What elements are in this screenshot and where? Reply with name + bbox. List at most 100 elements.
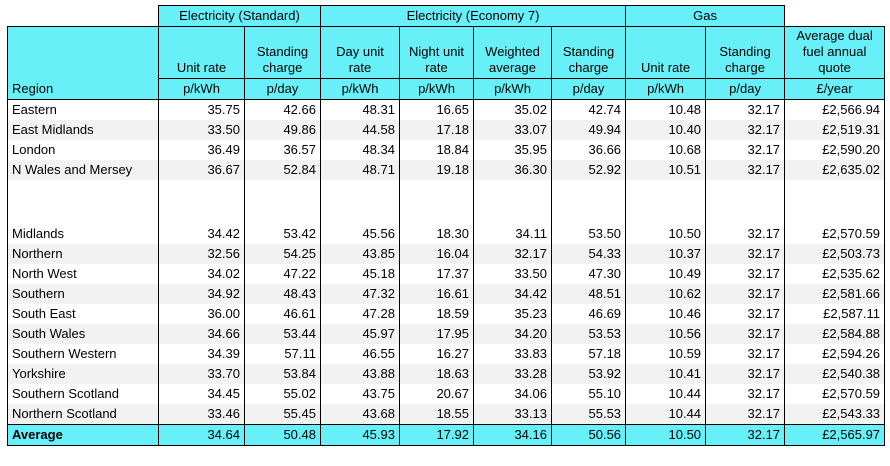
value-cell: 33.28 [473, 364, 552, 384]
table-row: Southern Western 34.39 57.11 46.55 16.27 33.8… [7, 344, 886, 364]
value-cell: 45.97 [320, 324, 400, 344]
region-cell: Northern [7, 244, 159, 264]
value-cell: 33.46 [158, 404, 245, 425]
value-cell: 34.20 [473, 324, 552, 344]
value-cell: 33.50 [158, 120, 245, 140]
value-cell: 10.51 [625, 160, 707, 180]
value-cell: £2,570.59 [784, 384, 886, 404]
value-cell: 35.95 [473, 140, 552, 160]
table-row: Midlands 34.42 53.42 45.56 18.30 34.11 53.50 10… [7, 224, 886, 244]
value-cell: 34.39 [158, 344, 245, 364]
column-header: Unit rate [158, 26, 245, 79]
table-row: Southern 34.92 48.43 47.32 16.61 34.42 48.51 10… [7, 284, 886, 304]
value-cell: 44.58 [320, 120, 400, 140]
value-cell: 10.46 [625, 304, 707, 324]
value-cell: 32.17 [705, 160, 786, 180]
value-cell: 36.67 [158, 160, 245, 180]
value-cell: 20.67 [399, 384, 474, 404]
value-cell: £2,590.20 [784, 140, 886, 160]
value-cell: 36.49 [158, 140, 245, 160]
table-row: East Midlands 33.50 49.86 44.58 17.18 33.07 49… [7, 120, 886, 140]
value-cell: 57.18 [550, 344, 627, 364]
value-cell: 32.17 [705, 404, 786, 425]
unit-label: p/kWh [320, 78, 400, 100]
unit-label: p/kWh [625, 78, 707, 100]
average-row: Average 34.64 50.48 45.93 17.92 34.16 50.56 10.… [7, 424, 886, 446]
value-cell: £2,540.38 [784, 364, 886, 384]
value-cell: 34.42 [473, 284, 552, 304]
region-cell: South Wales [7, 324, 159, 344]
value-cell: 17.95 [399, 324, 474, 344]
unit-label: £/year [784, 78, 886, 100]
value-cell: 52.84 [244, 160, 321, 180]
value-cell: £2,566.94 [784, 99, 886, 120]
unit-label: p/day [244, 78, 321, 100]
column-header: Standing charge [550, 26, 627, 79]
column-header: Standing charge [705, 26, 786, 79]
value-cell: 34.92 [158, 284, 245, 304]
value-cell: 43.88 [320, 364, 400, 384]
unit-label: p/day [550, 78, 627, 100]
value-cell: £2,584.88 [784, 324, 886, 344]
value-cell: 32.17 [705, 424, 786, 446]
spacer-row [7, 180, 886, 224]
value-cell: £2,503.73 [784, 244, 886, 264]
value-cell: 55.53 [550, 404, 627, 425]
value-cell: 32.17 [705, 99, 786, 120]
value-cell: 32.56 [158, 244, 245, 264]
value-cell: 32.17 [705, 384, 786, 404]
value-cell: 10.59 [625, 344, 707, 364]
value-cell: £2,565.97 [784, 424, 886, 446]
group-gas: Gas [625, 5, 786, 27]
value-cell: 33.83 [473, 344, 552, 364]
value-cell: 46.69 [550, 304, 627, 324]
value-cell: 34.45 [158, 384, 245, 404]
value-cell: 35.75 [158, 99, 245, 120]
value-cell: 36.30 [473, 160, 552, 180]
value-cell: 48.31 [320, 99, 400, 120]
value-cell: 53.92 [550, 364, 627, 384]
column-header: Average dual fuel annual quote [784, 26, 886, 79]
table-row: London 36.49 36.57 48.34 18.84 35.95 36.66 10.6… [7, 140, 886, 160]
value-cell: 18.59 [399, 304, 474, 324]
value-cell: 10.50 [625, 224, 707, 244]
value-cell: 10.37 [625, 244, 707, 264]
value-cell: £2,635.02 [784, 160, 886, 180]
group-electricity-economy7: Electricity (Economy 7) [319, 5, 627, 27]
value-cell: 35.23 [473, 304, 552, 324]
value-cell: 46.55 [320, 344, 400, 364]
value-cell: 32.17 [705, 224, 786, 244]
value-cell: 46.61 [244, 304, 321, 324]
value-cell: £2,587.11 [784, 304, 886, 324]
value-cell: 53.50 [550, 224, 627, 244]
value-cell: 42.74 [550, 99, 627, 120]
value-cell: 47.28 [320, 304, 400, 324]
table-row: South East 36.00 46.61 47.28 18.59 35.23 46.69… [7, 304, 886, 324]
value-cell: 33.13 [473, 404, 552, 425]
value-cell: 49.94 [550, 120, 627, 140]
value-cell: 45.18 [320, 264, 400, 284]
column-header: Weighted average [473, 26, 552, 79]
region-cell: Southern Western [7, 344, 159, 364]
value-cell: 16.04 [399, 244, 474, 264]
value-cell: 32.17 [705, 244, 786, 264]
value-cell: 16.65 [399, 99, 474, 120]
value-cell: 17.92 [399, 424, 474, 446]
table-row: Northern Scotland 33.46 55.45 43.68 18.55 33.… [7, 404, 886, 425]
value-cell: 36.66 [550, 140, 627, 160]
value-cell: £2,519.31 [784, 120, 886, 140]
region-cell: Southern Scotland [7, 384, 159, 404]
value-cell: 53.42 [244, 224, 321, 244]
value-cell: 53.53 [550, 324, 627, 344]
unit-label: p/kWh [158, 78, 245, 100]
value-cell: 33.50 [473, 264, 552, 284]
column-header: Standing charge [244, 26, 321, 79]
value-cell: 55.10 [550, 384, 627, 404]
value-cell: 54.25 [244, 244, 321, 264]
value-cell: 17.18 [399, 120, 474, 140]
value-cell: 18.55 [399, 404, 474, 425]
value-cell: 48.43 [244, 284, 321, 304]
value-cell: 43.85 [320, 244, 400, 264]
value-cell: 36.57 [244, 140, 321, 160]
value-cell: 10.56 [625, 324, 707, 344]
